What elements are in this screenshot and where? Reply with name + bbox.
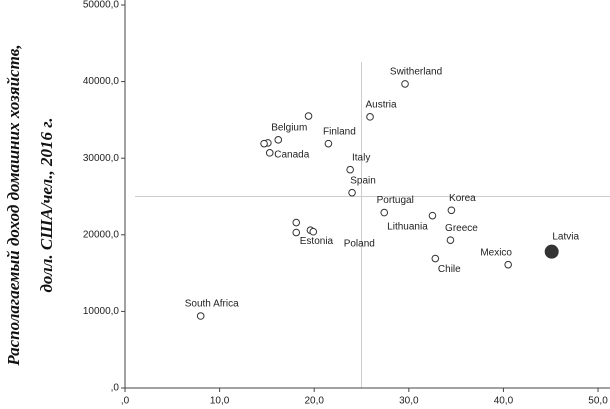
point: [544, 244, 559, 259]
x-tick-label: 10,0: [210, 396, 230, 407]
point-label: Canada: [274, 149, 309, 160]
point: [196, 312, 205, 320]
x-tick-label: 20,0: [304, 396, 324, 407]
point-label: Finland: [323, 126, 356, 137]
point-label: Poland: [344, 238, 375, 249]
y-tick-label: ,0: [111, 383, 120, 394]
point: [366, 113, 374, 121]
point-label: Lithuania: [387, 221, 428, 232]
y-tick-label: 40000,0: [83, 76, 120, 87]
point: [304, 112, 313, 120]
point-label: Spain: [350, 175, 376, 186]
point: [274, 136, 283, 144]
point: [446, 236, 455, 244]
point: [260, 139, 268, 148]
point: [428, 211, 437, 220]
y-axis-title: Располагаемый доход домашних хозяйств, до…: [4, 44, 56, 366]
point: [348, 188, 356, 197]
x-tick-label: 50,0: [588, 396, 608, 407]
point-label: Austria: [365, 99, 397, 110]
point-label: Latvia: [552, 231, 579, 242]
y-tick-label: 20000,0: [83, 229, 120, 240]
point-label: Chile: [438, 264, 461, 275]
point: [380, 208, 389, 217]
point-label: South Africa: [185, 299, 239, 310]
point: [292, 228, 301, 237]
point: [324, 139, 333, 148]
point-label: Switherland: [390, 67, 442, 78]
point-label: Belgium: [271, 122, 307, 133]
point-label: Greece: [445, 223, 478, 234]
y-tick-label: 10000,0: [83, 306, 120, 317]
point-label: Mexico: [480, 247, 512, 258]
point: [346, 165, 354, 174]
point: [401, 80, 409, 88]
point-label: Italy: [352, 152, 370, 163]
point: [265, 149, 274, 157]
point: [292, 218, 301, 227]
x-tick-label: ,0: [121, 396, 130, 407]
point-label: Estonia: [300, 236, 334, 247]
point: [431, 254, 440, 263]
point-label: Portugal: [377, 195, 414, 206]
point-label: Korea: [449, 193, 476, 204]
y-axis-title-wrap: Располагаемый доход домашних хозяйств, до…: [4, 44, 56, 366]
point: [309, 227, 318, 236]
x-tick-label: 30,0: [399, 396, 419, 407]
x-tick-label: 40,0: [494, 396, 514, 407]
point: [504, 260, 512, 269]
y-tick-label: 50000,0: [83, 0, 120, 11]
point: [447, 206, 456, 215]
y-tick-label: 30000,0: [83, 153, 120, 164]
